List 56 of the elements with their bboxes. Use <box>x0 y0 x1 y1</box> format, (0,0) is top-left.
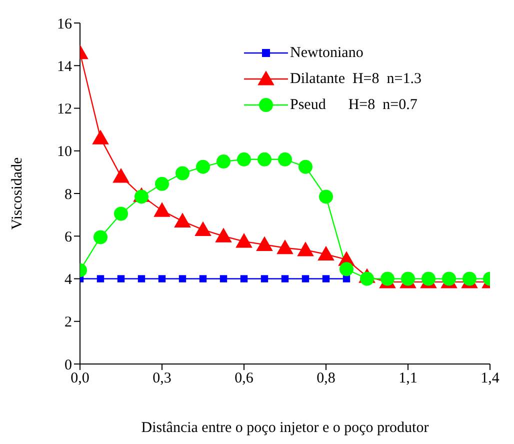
x-tick-label: 0,0 <box>70 370 90 387</box>
point <box>236 233 252 248</box>
legend-label: Newtoniano <box>290 44 364 62</box>
y-axis-title: Viscosidade <box>9 156 26 230</box>
x-tick-label: 0,6 <box>234 370 254 387</box>
point <box>194 221 212 236</box>
point <box>112 168 130 183</box>
point <box>256 236 273 251</box>
y-tick-label: 4 <box>64 272 72 288</box>
legend-label: Pseud H=8 n=0.7 <box>290 96 418 114</box>
y-tick-label: 14 <box>57 58 72 75</box>
y-tick-label: 10 <box>57 144 72 160</box>
point <box>322 275 330 282</box>
y-tick-label: 0 <box>64 357 72 374</box>
point <box>260 275 268 282</box>
point <box>340 262 354 276</box>
point <box>318 246 334 261</box>
point <box>360 272 374 286</box>
point <box>216 154 230 169</box>
y-tick-label: 6 <box>64 229 72 246</box>
x-tick-label: 0,3 <box>152 370 172 387</box>
y-tick-label: 16 <box>57 16 72 32</box>
point <box>258 152 272 166</box>
point <box>237 152 251 166</box>
point <box>199 275 207 282</box>
y-tick-label: 8 <box>64 186 72 203</box>
point <box>297 242 314 256</box>
point <box>96 275 104 282</box>
x-axis-title: Distância entre o poço injetor e o poço produtor <box>141 420 429 436</box>
point <box>174 212 191 228</box>
point <box>138 275 146 282</box>
point <box>154 202 170 217</box>
y-tick-label: 12 <box>57 102 72 118</box>
point <box>114 206 128 221</box>
point <box>215 228 232 242</box>
point <box>319 190 333 204</box>
point <box>276 239 294 254</box>
point <box>240 275 248 282</box>
point <box>302 275 310 282</box>
point <box>178 275 186 282</box>
y-tick-label: 2 <box>64 314 72 331</box>
point <box>155 176 169 191</box>
point <box>281 275 289 282</box>
legend-label: Dilatante H=8 n=1.3 <box>290 70 422 88</box>
point <box>220 275 228 282</box>
point <box>298 160 312 174</box>
point <box>117 275 125 282</box>
point <box>158 275 166 282</box>
point <box>94 230 108 244</box>
point <box>92 130 109 144</box>
x-tick-label: 0,8 <box>316 370 336 387</box>
point <box>278 152 292 166</box>
x-tick-label: 1,4 <box>480 370 500 387</box>
x-tick-label: 1,1 <box>398 370 418 387</box>
point <box>196 160 210 174</box>
point <box>176 166 190 180</box>
